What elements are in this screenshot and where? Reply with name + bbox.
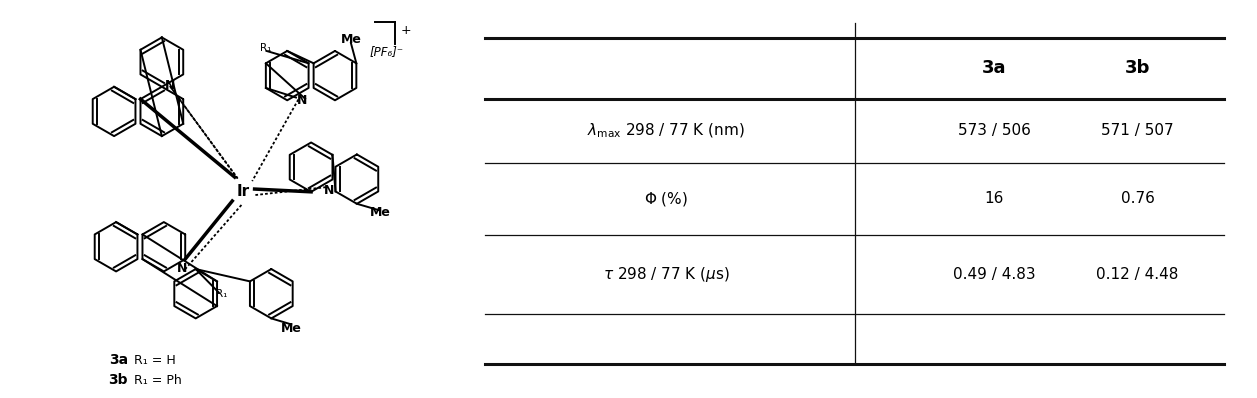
Text: +: + bbox=[401, 24, 411, 37]
Text: 571 / 507: 571 / 507 bbox=[1101, 123, 1174, 139]
Text: N: N bbox=[324, 184, 334, 197]
Text: $\Phi$ (%): $\Phi$ (%) bbox=[645, 190, 688, 208]
Text: 0.12 / 4.48: 0.12 / 4.48 bbox=[1096, 267, 1179, 282]
Text: 3b: 3b bbox=[108, 373, 128, 387]
Text: Ir: Ir bbox=[236, 183, 250, 199]
Text: R₁ = H: R₁ = H bbox=[129, 354, 176, 367]
Text: R₁: R₁ bbox=[216, 289, 228, 299]
Text: 3a: 3a bbox=[982, 59, 1007, 77]
Text: 573 / 506: 573 / 506 bbox=[958, 123, 1031, 139]
Text: [PF₆]⁻: [PF₆]⁻ bbox=[370, 45, 403, 58]
Text: 16: 16 bbox=[984, 191, 1004, 207]
Text: N: N bbox=[165, 80, 175, 92]
Text: $\lambda_{\mathrm{max}}$ 298 / 77 K (nm): $\lambda_{\mathrm{max}}$ 298 / 77 K (nm) bbox=[587, 122, 745, 140]
Text: 3a: 3a bbox=[109, 353, 128, 367]
Text: Me: Me bbox=[341, 33, 361, 46]
Text: 0.76: 0.76 bbox=[1121, 191, 1154, 207]
Text: Me: Me bbox=[280, 322, 302, 335]
Text: $\tau$ 298 / 77 K ($\mu$s): $\tau$ 298 / 77 K ($\mu$s) bbox=[603, 265, 729, 284]
Text: N: N bbox=[297, 94, 307, 107]
Text: R₁ = Ph: R₁ = Ph bbox=[129, 374, 182, 386]
Text: R₁: R₁ bbox=[260, 43, 272, 53]
Text: 0.49 / 4.83: 0.49 / 4.83 bbox=[953, 267, 1036, 282]
Text: N: N bbox=[176, 262, 187, 275]
Text: 3b: 3b bbox=[1125, 59, 1150, 77]
Text: Me: Me bbox=[371, 207, 391, 219]
